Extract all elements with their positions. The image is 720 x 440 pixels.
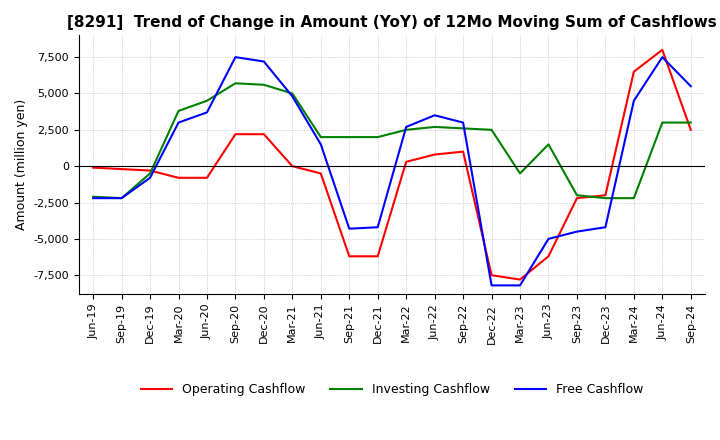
Free Cashflow — [572, 229, 581, 234]
Investing Cashflow — [174, 108, 183, 114]
Operating Cashflow — [629, 69, 638, 74]
Investing Cashflow — [345, 135, 354, 140]
Operating Cashflow — [459, 149, 467, 154]
Investing Cashflow — [516, 171, 524, 176]
Free Cashflow — [601, 224, 610, 230]
Line: Operating Cashflow: Operating Cashflow — [93, 50, 690, 279]
Operating Cashflow — [686, 127, 695, 132]
Operating Cashflow — [402, 159, 410, 165]
Legend: Operating Cashflow, Investing Cashflow, Free Cashflow: Operating Cashflow, Investing Cashflow, … — [135, 378, 648, 401]
Free Cashflow — [516, 283, 524, 288]
Operating Cashflow — [174, 175, 183, 180]
Operating Cashflow — [145, 168, 154, 173]
Free Cashflow — [431, 113, 439, 118]
Operating Cashflow — [202, 175, 211, 180]
Title: [8291]  Trend of Change in Amount (YoY) of 12Mo Moving Sum of Cashflows: [8291] Trend of Change in Amount (YoY) o… — [67, 15, 717, 30]
Operating Cashflow — [374, 254, 382, 259]
Investing Cashflow — [374, 135, 382, 140]
Investing Cashflow — [317, 135, 325, 140]
Investing Cashflow — [202, 98, 211, 103]
Operating Cashflow — [658, 47, 667, 52]
Operating Cashflow — [345, 254, 354, 259]
Investing Cashflow — [487, 127, 496, 132]
Investing Cashflow — [288, 91, 297, 96]
Y-axis label: Amount (million yen): Amount (million yen) — [15, 99, 28, 231]
Free Cashflow — [686, 84, 695, 89]
Investing Cashflow — [231, 81, 240, 86]
Free Cashflow — [345, 226, 354, 231]
Free Cashflow — [288, 94, 297, 99]
Investing Cashflow — [572, 193, 581, 198]
Free Cashflow — [89, 195, 97, 201]
Free Cashflow — [117, 195, 126, 201]
Free Cashflow — [487, 283, 496, 288]
Operating Cashflow — [288, 164, 297, 169]
Line: Investing Cashflow: Investing Cashflow — [93, 83, 690, 198]
Operating Cashflow — [231, 132, 240, 137]
Investing Cashflow — [402, 127, 410, 132]
Free Cashflow — [459, 120, 467, 125]
Free Cashflow — [658, 55, 667, 60]
Investing Cashflow — [544, 142, 553, 147]
Free Cashflow — [402, 124, 410, 129]
Investing Cashflow — [145, 171, 154, 176]
Investing Cashflow — [629, 195, 638, 201]
Free Cashflow — [260, 59, 269, 64]
Free Cashflow — [231, 55, 240, 60]
Investing Cashflow — [117, 195, 126, 201]
Investing Cashflow — [260, 82, 269, 88]
Operating Cashflow — [544, 254, 553, 259]
Investing Cashflow — [459, 126, 467, 131]
Free Cashflow — [544, 236, 553, 242]
Investing Cashflow — [89, 194, 97, 199]
Free Cashflow — [202, 110, 211, 115]
Investing Cashflow — [686, 120, 695, 125]
Operating Cashflow — [89, 165, 97, 170]
Operating Cashflow — [601, 193, 610, 198]
Operating Cashflow — [317, 171, 325, 176]
Free Cashflow — [374, 224, 382, 230]
Investing Cashflow — [601, 195, 610, 201]
Operating Cashflow — [572, 195, 581, 201]
Free Cashflow — [317, 142, 325, 147]
Operating Cashflow — [487, 272, 496, 278]
Free Cashflow — [174, 120, 183, 125]
Operating Cashflow — [516, 277, 524, 282]
Line: Free Cashflow: Free Cashflow — [93, 57, 690, 286]
Free Cashflow — [629, 98, 638, 103]
Operating Cashflow — [431, 152, 439, 157]
Operating Cashflow — [260, 132, 269, 137]
Investing Cashflow — [431, 124, 439, 129]
Investing Cashflow — [658, 120, 667, 125]
Free Cashflow — [145, 175, 154, 180]
Operating Cashflow — [117, 166, 126, 172]
